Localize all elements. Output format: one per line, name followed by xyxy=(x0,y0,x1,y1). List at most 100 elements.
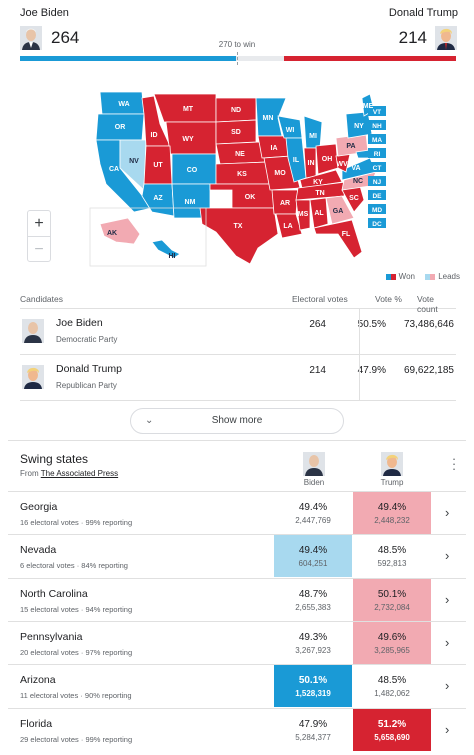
legend-swatch-dem-leads xyxy=(425,274,431,280)
legend-swatch-dem-won xyxy=(385,274,391,280)
us-map-svg: WA OR CA NV ID MT WY UT AZ CO NM ND SD N… xyxy=(89,91,386,267)
biden-votes: 5,284,377 xyxy=(295,732,331,742)
label-SD: SD xyxy=(231,129,241,136)
label-HI: HI xyxy=(169,253,176,260)
state-FL xyxy=(313,219,363,259)
trump-result-cell: 49.4% 2,448,232 xyxy=(353,492,431,534)
box-DC xyxy=(368,218,386,228)
swing-state-row[interactable]: Florida 29 electoral votes · 99% reportin… xyxy=(8,707,466,751)
biden-pct: 49.4% xyxy=(298,502,328,513)
label-MS: MS xyxy=(298,211,309,218)
label-NV: NV xyxy=(129,158,139,165)
source-link[interactable]: The Associated Press xyxy=(40,469,119,478)
trump-votes: 2,448,232 xyxy=(374,516,410,525)
candidate-party: Republican Party xyxy=(56,381,117,390)
candidate-vote-count: 73,486,646 xyxy=(403,319,454,330)
trump-pct: 51.2% xyxy=(377,718,407,730)
swing-state-row[interactable]: Georgia 16 electoral votes · 99% reportin… xyxy=(8,491,466,534)
label-WA: WA xyxy=(118,101,129,108)
label-WV: WV xyxy=(336,161,348,168)
trump-result-cell: 48.5% 1,482,062 xyxy=(353,665,431,707)
state-LA xyxy=(275,213,303,239)
map-legend: Won Leads xyxy=(385,272,460,281)
label-RI: RI xyxy=(374,151,381,158)
label-WY: WY xyxy=(182,136,194,143)
candidate-vote-count: 69,622,185 xyxy=(403,365,454,376)
box-MA xyxy=(368,134,386,144)
label-UT: UT xyxy=(153,162,163,169)
swing-state-row[interactable]: Arizona 11 electoral votes · 90% reportin… xyxy=(8,664,466,708)
chevron-right-icon[interactable]: › xyxy=(445,548,450,564)
candidate-electoral: 264 xyxy=(309,319,326,330)
state-info: 29 electoral votes · 99% reporting xyxy=(20,734,133,744)
label-GA: GA xyxy=(333,208,344,215)
zoom-out-button[interactable]: − xyxy=(28,236,50,261)
trump-votes: 592,813 xyxy=(377,559,407,569)
table-column-divider xyxy=(359,309,360,401)
label-NJ: NJ xyxy=(373,179,382,186)
label-TX: TX xyxy=(234,223,243,230)
chevron-right-icon[interactable]: › xyxy=(445,678,450,694)
show-more-button[interactable]: ⌄ Show more xyxy=(130,408,344,434)
electoral-map[interactable]: WA OR CA NV ID MT WY UT AZ CO NM ND SD N… xyxy=(20,84,456,280)
label-SC: SC xyxy=(349,195,359,202)
candidate-row-biden[interactable]: Joe Biden Democratic Party 264 50.5% 73,… xyxy=(20,309,456,355)
biden-result-cell: 50.1% 1,528,319 xyxy=(274,665,352,708)
candidate-name: Joe Biden xyxy=(56,317,103,329)
box-NJ xyxy=(368,176,386,186)
label-TN: TN xyxy=(315,190,324,197)
swing-state-row[interactable]: Pennsylvania 20 electoral votes · 97% rep… xyxy=(8,620,466,664)
trump-avatar xyxy=(435,26,457,50)
box-CT xyxy=(368,162,386,172)
biden-votes: 2,447,769 xyxy=(295,516,331,525)
label-NE: NE xyxy=(235,151,245,158)
remaining-progress-bar xyxy=(236,56,284,61)
label-IA: IA xyxy=(271,145,278,152)
label-KY: KY xyxy=(313,179,323,186)
trump-avatar-small xyxy=(22,365,44,389)
chevron-right-icon[interactable]: › xyxy=(445,505,450,520)
zoom-in-button[interactable]: + xyxy=(34,215,44,232)
state-info: 16 electoral votes · 99% reporting xyxy=(20,518,133,527)
trump-column-label: Trump xyxy=(380,478,404,487)
label-DC: DC xyxy=(372,221,382,228)
label-LA: LA xyxy=(283,223,292,230)
candidate-vote-pct: 47.9% xyxy=(357,365,386,376)
chevron-right-icon[interactable]: › xyxy=(445,634,450,650)
state-info: 11 electoral votes · 90% reporting xyxy=(20,691,132,701)
state-name: Arizona xyxy=(20,674,56,687)
inset-box xyxy=(89,207,207,267)
biden-avatar-small xyxy=(22,319,44,343)
chevron-right-icon[interactable]: › xyxy=(445,591,450,607)
box-MD xyxy=(368,204,386,214)
label-NY: NY xyxy=(354,123,364,130)
state-GA xyxy=(325,195,355,225)
legend-leads-label: Leads xyxy=(438,272,460,281)
biden-votes: 1,528,319 xyxy=(295,689,331,699)
label-CT: CT xyxy=(373,165,382,172)
label-AR: AR xyxy=(280,200,290,207)
label-VA: VA xyxy=(351,165,360,172)
trump-votes: 3,285,965 xyxy=(374,645,410,655)
biden-avatar xyxy=(20,26,42,50)
swing-state-row[interactable]: North Carolina 15 electoral votes · 94% r… xyxy=(8,577,466,621)
biden-pct: 49.4% xyxy=(298,545,328,557)
state-AK xyxy=(99,217,141,245)
biden-pct: 48.7% xyxy=(298,588,328,600)
section-divider xyxy=(8,440,466,441)
swing-state-row[interactable]: Nevada 6 electoral votes · 84% reporting 4… xyxy=(8,534,466,578)
label-MO: MO xyxy=(274,170,286,177)
label-AL: AL xyxy=(314,210,324,217)
state-name: Georgia xyxy=(20,501,58,513)
chevron-right-icon[interactable]: › xyxy=(445,721,450,737)
box-RI xyxy=(368,148,386,158)
label-OK: OK xyxy=(245,194,256,201)
label-OR: OR xyxy=(115,124,126,131)
more-options-icon[interactable]: · · · xyxy=(451,451,457,476)
label-NH: NH xyxy=(372,123,382,130)
col-vote-pct: Vote % xyxy=(375,294,402,304)
threshold-marker xyxy=(237,52,238,65)
swing-states-source: From The Associated Press xyxy=(20,469,118,478)
biden-votes: 2,655,383 xyxy=(295,602,331,612)
candidate-row-trump[interactable]: Donald Trump Republican Party 214 47.9% … xyxy=(20,355,456,401)
